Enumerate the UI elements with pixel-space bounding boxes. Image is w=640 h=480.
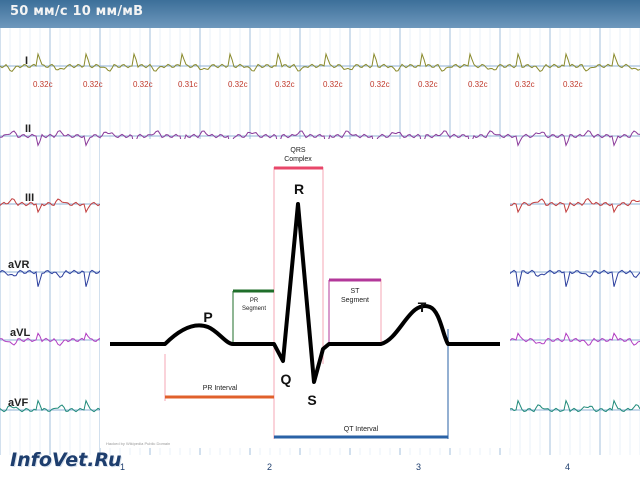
- axis-number: 4: [565, 462, 571, 472]
- wave-label-p: P: [203, 309, 212, 325]
- st-segment-label: Segment: [341, 297, 369, 304]
- rr-interval-label: 0.32c: [418, 80, 438, 89]
- rr-interval-label: 0.32c: [515, 80, 535, 89]
- lead-label-avr: aVR: [8, 259, 30, 271]
- rr-interval-label: 0.32c: [83, 80, 103, 89]
- wave-label-q: Q: [281, 371, 292, 387]
- rr-interval-label: 0.32c: [275, 80, 295, 89]
- top-banner: 50 мм/с 10 мм/мВ: [0, 0, 640, 28]
- rr-interval-label: 0.32c: [323, 80, 343, 89]
- axis-number: 1: [120, 462, 126, 472]
- pr-segment-label: Segment: [242, 306, 266, 312]
- speed-label: 50 мм/с 10 мм/мВ: [10, 4, 144, 19]
- wave-label-r: R: [294, 181, 304, 197]
- lead-label-iii: III: [25, 192, 35, 204]
- qt-interval-label: QT Interval: [344, 426, 379, 433]
- rr-interval-label: 0.32c: [468, 80, 488, 89]
- lead-label-i: I: [25, 55, 29, 67]
- rr-interval-label: 0.32c: [33, 80, 53, 89]
- lead-label-avf: aVF: [8, 397, 29, 409]
- axis-number: 2: [267, 462, 273, 472]
- ecg-waveform-diagram: QRS Complex PR Segment ST Segment P R Q …: [100, 139, 510, 448]
- pr-interval-label: PR Interval: [203, 385, 238, 392]
- rr-interval-label: 0.32c: [133, 80, 153, 89]
- wave-label-s: S: [307, 392, 316, 408]
- lead-trace: [0, 129, 640, 147]
- rr-interval-label: 0.32c: [228, 80, 248, 89]
- axis-number: 3: [416, 462, 422, 472]
- qrs-complex-label: Complex: [284, 156, 312, 163]
- qrs-complex-label: QRS: [290, 147, 306, 154]
- pr-segment-label: PR: [250, 298, 259, 304]
- rr-interval-label: 0.31c: [178, 80, 198, 89]
- lead-trace: [0, 52, 640, 73]
- wave-label-t: T: [418, 299, 427, 315]
- image-credit: Hacked by Wikipedia Public Domain: [106, 441, 171, 446]
- lead-label-ii: II: [25, 123, 32, 135]
- lead-label-avl: aVL: [10, 327, 31, 339]
- rr-interval-label: 0.32c: [370, 80, 390, 89]
- site-logo: InfoVet.Ru: [10, 449, 122, 471]
- ecg-waveform-trace: [110, 202, 500, 384]
- rr-interval-label: 0.32c: [563, 80, 583, 89]
- st-segment-label: ST: [351, 288, 361, 295]
